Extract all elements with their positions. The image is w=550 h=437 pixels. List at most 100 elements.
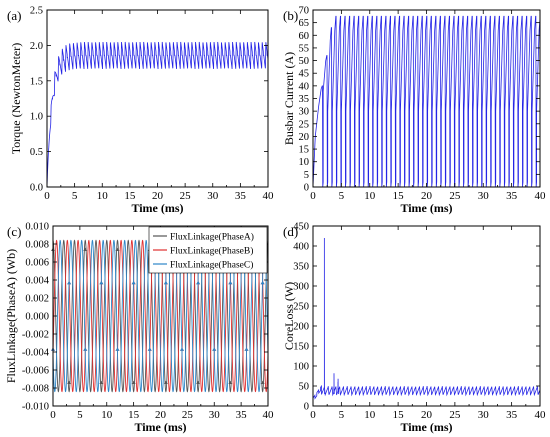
plot-frame xyxy=(46,9,269,188)
x-tick-label: 40 xyxy=(263,409,275,421)
x-tick-label: 5 xyxy=(339,409,345,421)
y-tick-label: 20 xyxy=(299,132,310,143)
y-axis-label: Busbar Current (A) xyxy=(282,52,296,145)
series-marker-c-2 xyxy=(131,280,136,285)
panel-label: (d) xyxy=(283,224,298,239)
series-marker-c-2 xyxy=(244,347,249,351)
x-tick-label: 10 xyxy=(364,409,376,421)
y-tick-label: 40 xyxy=(299,81,310,92)
series-marker-c-0 xyxy=(131,380,136,385)
x-tick-label: 30 xyxy=(207,190,219,202)
x-tick-label: 25 xyxy=(449,190,461,202)
y-tick-label: 400 xyxy=(293,242,309,253)
y-axis-label: Torque (NewtonMeter) xyxy=(9,43,23,154)
series-marker-c-0 xyxy=(228,380,233,385)
series-marker-c-2 xyxy=(228,280,233,285)
legend-entry: FluxLinkage(PhaseA) xyxy=(170,232,254,243)
y-tick-label: -0.006 xyxy=(22,366,49,377)
x-tick-label: 20 xyxy=(155,409,167,421)
x-tick-label: 15 xyxy=(124,190,136,202)
y-tick-label: 70 xyxy=(299,6,310,17)
plot-frame xyxy=(312,225,541,407)
y-tick-label: 1.5 xyxy=(30,76,43,87)
y-tick-label: 55 xyxy=(299,43,310,54)
y-tick-label: 0 xyxy=(304,402,309,413)
x-tick-label: 5 xyxy=(339,190,345,202)
series-marker-c-2 xyxy=(83,347,88,351)
y-tick-label: 30 xyxy=(299,107,310,118)
y-tick-label: 2.5 xyxy=(30,6,43,17)
y-tick-label: 0.002 xyxy=(25,294,49,305)
series-marker-c-0 xyxy=(196,380,201,385)
x-tick-label: 15 xyxy=(393,190,405,202)
y-tick-label: 0.008 xyxy=(25,240,49,251)
y-tick-label: 150 xyxy=(293,342,309,353)
y-tick-label: -0.004 xyxy=(22,348,50,359)
series-marker-c-0 xyxy=(67,380,72,385)
y-tick-label: 450 xyxy=(293,222,309,233)
legend-box xyxy=(148,226,268,274)
series-marker-c-2 xyxy=(196,280,201,285)
y-axis-label: FluxLinkage(PhaseA) (Wb) xyxy=(4,249,18,383)
panel-label: (a) xyxy=(7,8,21,23)
legend: FluxLinkage(PhaseA) FluxLinkage(PhaseB) Fl… xyxy=(148,226,268,274)
x-tick-label: 5 xyxy=(72,190,78,202)
y-tick-label: 250 xyxy=(293,302,309,313)
x-axis-label: Time (ms) xyxy=(400,420,452,434)
series-marker-c-0 xyxy=(83,247,88,251)
x-tick-label: 30 xyxy=(478,409,490,421)
x-tick-label: 20 xyxy=(421,190,433,202)
x-tick-label: 25 xyxy=(182,409,194,421)
x-tick-label: 30 xyxy=(209,409,221,421)
x-tick-label: 0 xyxy=(310,409,316,421)
series-marker-c-0 xyxy=(163,380,168,385)
x-tick-label: 40 xyxy=(263,190,275,202)
legend-entry: FluxLinkage(PhaseB) xyxy=(170,246,253,257)
y-tick-label: 200 xyxy=(293,322,309,333)
y-tick-label: 0.004 xyxy=(25,276,49,287)
y-tick-label: 0 xyxy=(304,183,309,194)
series-marker-c-2 xyxy=(163,280,168,285)
series-line-d-0 xyxy=(313,237,540,400)
series-line-a-0 xyxy=(47,41,268,187)
y-tick-label: -0.010 xyxy=(22,402,49,413)
legend-entry: FluxLinkage(PhaseC) xyxy=(170,260,253,271)
panel-label: (c) xyxy=(7,224,21,239)
series-marker-c-2 xyxy=(147,347,152,351)
y-tick-label: 1.0 xyxy=(30,112,43,123)
x-tick-label: 10 xyxy=(97,190,109,202)
x-tick-label: 0 xyxy=(50,409,56,421)
series-marker-c-2 xyxy=(99,280,104,285)
y-tick-label: 10 xyxy=(299,157,310,168)
x-tick-label: 15 xyxy=(393,409,405,421)
y-tick-label: 45 xyxy=(299,69,310,80)
x-tick-label: 35 xyxy=(235,190,247,202)
series-marker-c-0 xyxy=(260,380,265,385)
y-tick-label: -0.008 xyxy=(22,384,49,395)
y-axis-label: CoreLoss (W) xyxy=(282,282,296,350)
y-tick-label: 100 xyxy=(293,362,309,373)
y-tick-label: -0.002 xyxy=(22,330,49,341)
panel-c: 0 5 10 15 20 25 30 35 40 -0.010 -0.008 -0.006 -0.004… xyxy=(4,222,274,435)
x-axis-label: Time (ms) xyxy=(131,201,183,215)
x-tick-label: 20 xyxy=(421,409,433,421)
y-tick-label: 60 xyxy=(299,31,310,42)
x-tick-label: 40 xyxy=(535,190,547,202)
x-tick-label: 10 xyxy=(364,190,376,202)
series-marker-c-2 xyxy=(115,347,120,351)
x-tick-label: 10 xyxy=(101,409,113,421)
y-tick-label: 15 xyxy=(299,145,310,156)
x-axis-label: Time (ms) xyxy=(400,201,452,215)
y-tick-label: 50 xyxy=(299,382,310,393)
plot-frame xyxy=(312,9,541,188)
series-marker-c-2 xyxy=(260,280,265,285)
x-tick-label: 40 xyxy=(535,409,547,421)
y-tick-label: 2.0 xyxy=(30,41,43,52)
y-tick-label: 50 xyxy=(299,56,310,67)
series-marker-c-2 xyxy=(212,347,217,351)
y-tick-label: 0.0 xyxy=(30,183,43,194)
panel-label: (b) xyxy=(283,8,298,23)
series-marker-c-2 xyxy=(180,347,184,351)
panel-b: 0 5 10 15 20 25 30 35 40051015202530354045505560… xyxy=(282,6,546,216)
